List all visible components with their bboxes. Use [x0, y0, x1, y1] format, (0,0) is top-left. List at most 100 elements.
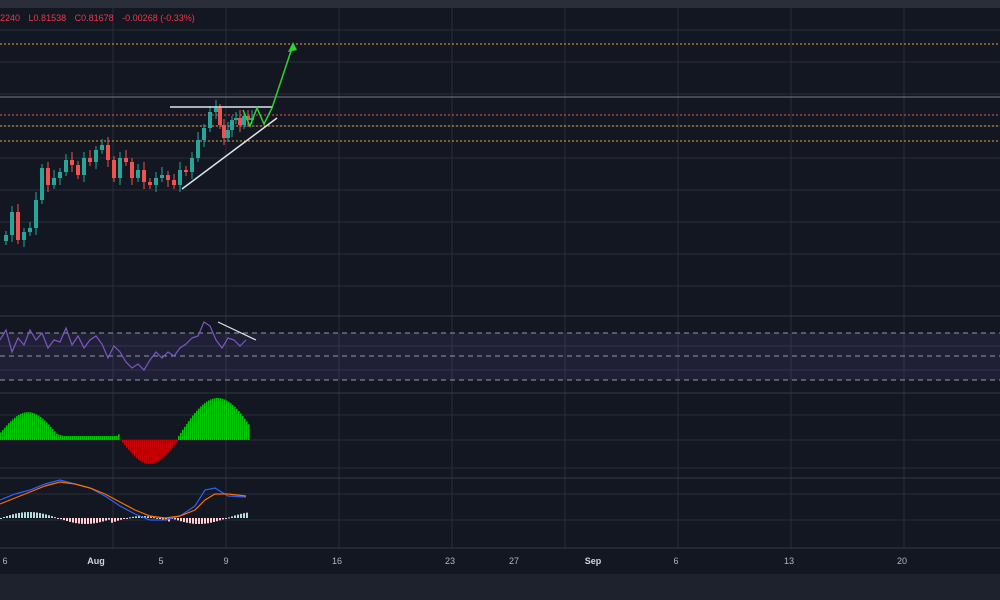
oscillator-bar-26: [52, 428, 54, 440]
macd-hist-2: [6, 516, 8, 518]
oscillator-group: [0, 398, 250, 464]
oscillator-bar-119: [238, 410, 240, 440]
oscillator-bar-42: [84, 436, 86, 440]
x-axis-label-6: 27: [509, 556, 519, 566]
candle-body-31: [190, 158, 194, 172]
candle-body-22: [136, 170, 140, 178]
oscillator-bar-31: [62, 435, 64, 440]
oscillator-bar-48: [96, 436, 98, 440]
macd-hist-68: [204, 518, 206, 524]
candle-body-36: [218, 108, 222, 125]
oscillator-bar-83: [166, 440, 168, 455]
oscillator-bar-95: [190, 418, 192, 440]
macd-hist-61: [183, 518, 185, 523]
oscillator-bar-0: [0, 432, 2, 440]
macd-hist-28: [84, 518, 86, 524]
chart-canvas[interactable]: 6 Aug 5 9 16 23 27 Sep 6 13 20: [0, 0, 1000, 574]
oscillator-bar-27: [54, 431, 56, 440]
macd-hist-42: [126, 518, 128, 519]
macd-hist-48: [144, 516, 146, 518]
oscillator-bar-108: [216, 398, 218, 440]
oscillator-bar-117: [234, 406, 236, 440]
oscillator-bar-78: [156, 440, 158, 463]
x-axis-label-9: 13: [784, 556, 794, 566]
candle-body-41: [238, 118, 242, 125]
oscillator-bar-120: [240, 413, 242, 440]
oscillator-bar-9: [18, 414, 20, 440]
oscillator-bar-20: [40, 417, 42, 440]
macd-hist-22: [66, 518, 68, 522]
oscillator-bar-54: [108, 436, 110, 440]
x-axis-label-3: 9: [223, 556, 228, 566]
oscillator-bar-76: [152, 440, 154, 464]
candle-body-29: [178, 170, 182, 185]
candle-body-13: [82, 158, 86, 175]
oscillator-bar-35: [70, 436, 72, 440]
oscillator-bar-34: [68, 436, 70, 440]
macd-hist-74: [222, 518, 224, 520]
oscillator-bar-81: [162, 440, 164, 459]
macd-hist-77: [231, 516, 233, 518]
oscillator-bar-115: [230, 403, 232, 440]
macd-hist-18: [54, 517, 56, 519]
oscillator-bar-4: [8, 423, 10, 440]
oscillator-bar-21: [42, 418, 44, 440]
candle-body-42: [242, 116, 246, 125]
macd-hist-17: [51, 516, 53, 518]
candle-body-25: [154, 178, 158, 185]
oscillator-bar-66: [132, 440, 134, 455]
macd-hist-8: [24, 512, 26, 518]
macd-hist-25: [75, 518, 77, 524]
macd-hist-43: [129, 517, 131, 519]
oscillator-bar-44: [88, 436, 90, 440]
macd-hist-3: [9, 515, 11, 518]
candle-body-18: [112, 160, 116, 178]
candle-body-0: [4, 235, 8, 241]
oscillator-bar-61: [122, 440, 124, 443]
oscillator-bar-5: [10, 421, 12, 440]
oscillator-bar-7: [14, 417, 16, 440]
macd-hist-9: [27, 512, 29, 518]
macd-hist-27: [81, 518, 83, 524]
macd-hist-32: [96, 518, 98, 523]
candle-body-32: [196, 140, 200, 158]
oscillator-bar-17: [34, 413, 36, 440]
oscillator-bar-113: [226, 400, 228, 440]
oscillator-bar-23: [46, 422, 48, 440]
oscillator-bar-41: [82, 436, 84, 440]
oscillator-bar-105: [210, 399, 212, 440]
candle-body-1: [10, 212, 14, 235]
candle-body-28: [172, 180, 176, 185]
candle-body-38: [226, 130, 230, 138]
macd-hist-81: [243, 513, 245, 518]
oscillator-bar-102: [204, 403, 206, 440]
macd-hist-58: [174, 518, 176, 520]
oscillator-bar-100: [200, 406, 202, 440]
macd-group: [0, 512, 248, 524]
macd-hist-65: [195, 518, 197, 524]
oscillator-bar-101: [202, 404, 204, 440]
oscillator-bar-90: [180, 432, 182, 440]
candle-body-21: [130, 162, 134, 178]
candle-body-15: [94, 150, 98, 162]
oscillator-bar-68: [136, 440, 138, 459]
macd-hist-49: [147, 516, 149, 518]
oscillator-bar-114: [228, 401, 230, 440]
rsi-line: [0, 321, 247, 371]
oscillator-bar-79: [158, 440, 160, 462]
oscillator-bar-57: [114, 436, 116, 440]
oscillator-bar-99: [198, 408, 200, 440]
oscillator-bar-11: [22, 413, 24, 440]
candle-body-6: [40, 168, 44, 200]
macd-hist-73: [219, 518, 221, 521]
macd-hist-70: [210, 518, 212, 523]
oscillator-bar-96: [192, 415, 194, 440]
oscillator-bar-52: [104, 436, 106, 440]
macd-hist-36: [108, 518, 110, 520]
candle-body-37: [222, 125, 226, 138]
oscillator-bar-118: [236, 408, 238, 440]
oscillator-bar-107: [214, 398, 216, 440]
oscillator-bar-65: [130, 440, 132, 453]
macd-hist-72: [216, 518, 218, 522]
macd-hist-6: [18, 512, 20, 518]
